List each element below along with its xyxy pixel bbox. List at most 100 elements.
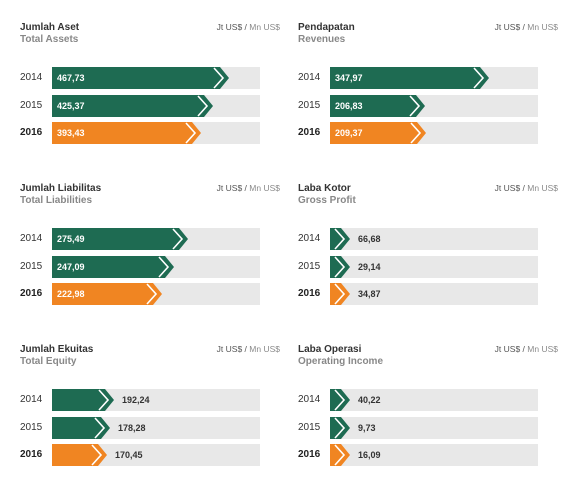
chart-subtitle: Gross Profit <box>298 195 356 206</box>
chart-title: Jumlah Liabilitas <box>20 183 102 194</box>
category-label: 2016 <box>20 288 43 299</box>
chart-title: Laba Kotor <box>298 183 351 194</box>
bar-track: 209,37 <box>330 122 538 144</box>
bar <box>52 256 174 278</box>
bar <box>330 67 489 89</box>
bar <box>52 444 107 466</box>
chart-panel: Laba Operasi Operating Income Jt US$ / Mn … <box>298 344 558 494</box>
bar-row: 2014 192,24 <box>20 389 280 411</box>
bar-track: 393,43 <box>52 122 260 144</box>
chart-panel: Laba Kotor Gross Profit Jt US$ / Mn US$ 201… <box>298 183 558 333</box>
bar-track: 40,22 <box>330 389 538 411</box>
unit-separator: / <box>520 183 528 193</box>
unit-separator: / <box>242 344 250 354</box>
bar <box>330 417 350 439</box>
units-label: Jt US$ / Mn US$ <box>217 22 280 32</box>
bar-track: 347,97 <box>330 67 538 89</box>
unit-primary: Jt US$ <box>216 183 243 193</box>
bar <box>52 417 110 439</box>
bar-track: 34,87 <box>330 283 538 305</box>
chart-subtitle: Operating Income <box>298 356 384 367</box>
bar-track: 247,09 <box>52 256 260 278</box>
bar-track: 425,37 <box>52 95 260 117</box>
data-label: 393,43 <box>57 128 85 138</box>
chart-subtitle: Total Assets <box>20 34 79 45</box>
unit-primary: Jt US$ <box>494 344 521 354</box>
unit-separator: / <box>242 183 250 193</box>
category-label: 2014 <box>20 233 43 244</box>
units-label: Jt US$ / Mn US$ <box>495 183 558 193</box>
category-label: 2014 <box>20 72 43 83</box>
bar <box>52 228 188 250</box>
category-label: 2014 <box>298 72 321 83</box>
bar-track: 178,28 <box>52 417 260 439</box>
data-label: 467,73 <box>57 73 85 83</box>
bar-track: 467,73 <box>52 67 260 89</box>
unit-secondary: Mn US$ <box>527 344 558 354</box>
category-label: 2015 <box>20 100 43 111</box>
bar-track: 66,68 <box>330 228 538 250</box>
unit-secondary: Mn US$ <box>249 183 280 193</box>
data-label: 425,37 <box>57 101 85 111</box>
bar-track: 170,45 <box>52 444 260 466</box>
unit-primary: Jt US$ <box>216 22 243 32</box>
unit-secondary: Mn US$ <box>249 22 280 32</box>
data-label: 66,68 <box>358 234 381 244</box>
data-label: 170,45 <box>115 450 143 460</box>
bar <box>52 95 213 117</box>
chart-title: Pendapatan <box>298 22 355 33</box>
category-label: 2014 <box>298 394 321 405</box>
data-label: 206,83 <box>335 101 363 111</box>
chart-subtitle: Total Liabilities <box>20 195 93 206</box>
bar-track: 275,49 <box>52 228 260 250</box>
bar-row: 2014 347,97 <box>298 67 558 89</box>
bar-row: 2015 178,28 <box>20 417 280 439</box>
units-label: Jt US$ / Mn US$ <box>495 344 558 354</box>
bar-track: 29,14 <box>330 256 538 278</box>
bar-row: 2016 16,09 <box>298 444 558 466</box>
data-label: 178,28 <box>118 423 146 433</box>
bar-track: 16,09 <box>330 444 538 466</box>
units-label: Jt US$ / Mn US$ <box>495 22 558 32</box>
bar-row: 2016 393,43 <box>20 122 280 144</box>
bar-row: 2015 425,37 <box>20 95 280 117</box>
data-label: 40,22 <box>358 395 381 405</box>
units-label: Jt US$ / Mn US$ <box>217 344 280 354</box>
bar <box>52 122 201 144</box>
unit-secondary: Mn US$ <box>527 183 558 193</box>
category-label: 2016 <box>20 127 43 138</box>
bar <box>52 283 162 305</box>
data-label: 247,09 <box>57 262 85 272</box>
category-label: 2014 <box>298 233 321 244</box>
unit-separator: / <box>520 22 528 32</box>
unit-primary: Jt US$ <box>216 344 243 354</box>
data-label: 222,98 <box>57 289 85 299</box>
chart-panel: Jumlah Aset Total Assets Jt US$ / Mn US$ 20… <box>20 22 280 172</box>
category-label: 2016 <box>20 449 43 460</box>
bar-row: 2015 206,83 <box>298 95 558 117</box>
unit-secondary: Mn US$ <box>249 344 280 354</box>
category-label: 2015 <box>298 261 321 272</box>
bar <box>330 444 350 466</box>
data-label: 192,24 <box>122 395 150 405</box>
bar-track: 9,73 <box>330 417 538 439</box>
data-label: 9,73 <box>358 423 376 433</box>
chart-title: Laba Operasi <box>298 344 362 355</box>
bar-row: 2014 66,68 <box>298 228 558 250</box>
category-label: 2015 <box>298 100 321 111</box>
data-label: 275,49 <box>57 234 85 244</box>
bar-track: 206,83 <box>330 95 538 117</box>
bar-row: 2014 40,22 <box>298 389 558 411</box>
bar-row: 2016 34,87 <box>298 283 558 305</box>
unit-primary: Jt US$ <box>494 183 521 193</box>
data-label: 209,37 <box>335 128 363 138</box>
bar-row: 2014 275,49 <box>20 228 280 250</box>
category-label: 2015 <box>20 261 43 272</box>
bar-row: 2016 170,45 <box>20 444 280 466</box>
data-label: 16,09 <box>358 450 381 460</box>
bar <box>330 122 426 144</box>
bar-row: 2016 209,37 <box>298 122 558 144</box>
category-label: 2015 <box>20 422 43 433</box>
unit-separator: / <box>520 344 528 354</box>
units-label: Jt US$ / Mn US$ <box>217 183 280 193</box>
